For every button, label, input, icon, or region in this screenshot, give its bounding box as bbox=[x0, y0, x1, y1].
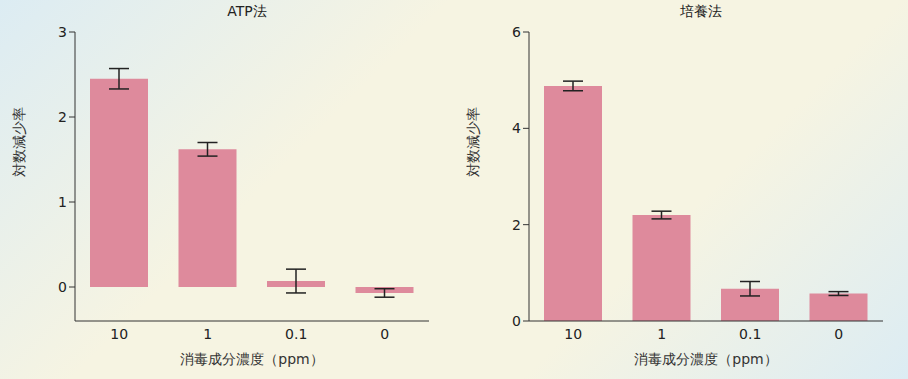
html-text:培養法: 培養法 bbox=[680, 3, 722, 19]
svg-text:2: 2 bbox=[512, 217, 521, 233]
svg-text:10: 10 bbox=[110, 326, 128, 342]
svg-text:0: 0 bbox=[380, 326, 389, 342]
svg-text:対数減少率: 対数減少率 bbox=[465, 107, 481, 177]
svg-text:0: 0 bbox=[834, 326, 843, 342]
svg-text:3: 3 bbox=[58, 24, 67, 40]
svg-text:対数減少率: 対数減少率 bbox=[11, 107, 27, 177]
svg-text:消毒成分濃度（ppm）: 消毒成分濃度（ppm） bbox=[180, 351, 323, 367]
svg-text:0.1: 0.1 bbox=[739, 326, 761, 342]
svg-text:0: 0 bbox=[512, 313, 521, 329]
html-text:ATP法: ATP法 bbox=[227, 3, 267, 19]
svg-text:1: 1 bbox=[58, 194, 67, 210]
svg-text:消毒成分濃度（ppm）: 消毒成分濃度（ppm） bbox=[634, 351, 777, 367]
svg-text:2: 2 bbox=[58, 109, 67, 125]
svg-text:6: 6 bbox=[512, 24, 521, 40]
svg-text:4: 4 bbox=[512, 120, 521, 136]
svg-text:10: 10 bbox=[564, 326, 582, 342]
svg-text:0.1: 0.1 bbox=[285, 326, 307, 342]
svg-text:1: 1 bbox=[203, 326, 212, 342]
svg-text:1: 1 bbox=[657, 326, 666, 342]
svg-text:0: 0 bbox=[58, 279, 67, 295]
